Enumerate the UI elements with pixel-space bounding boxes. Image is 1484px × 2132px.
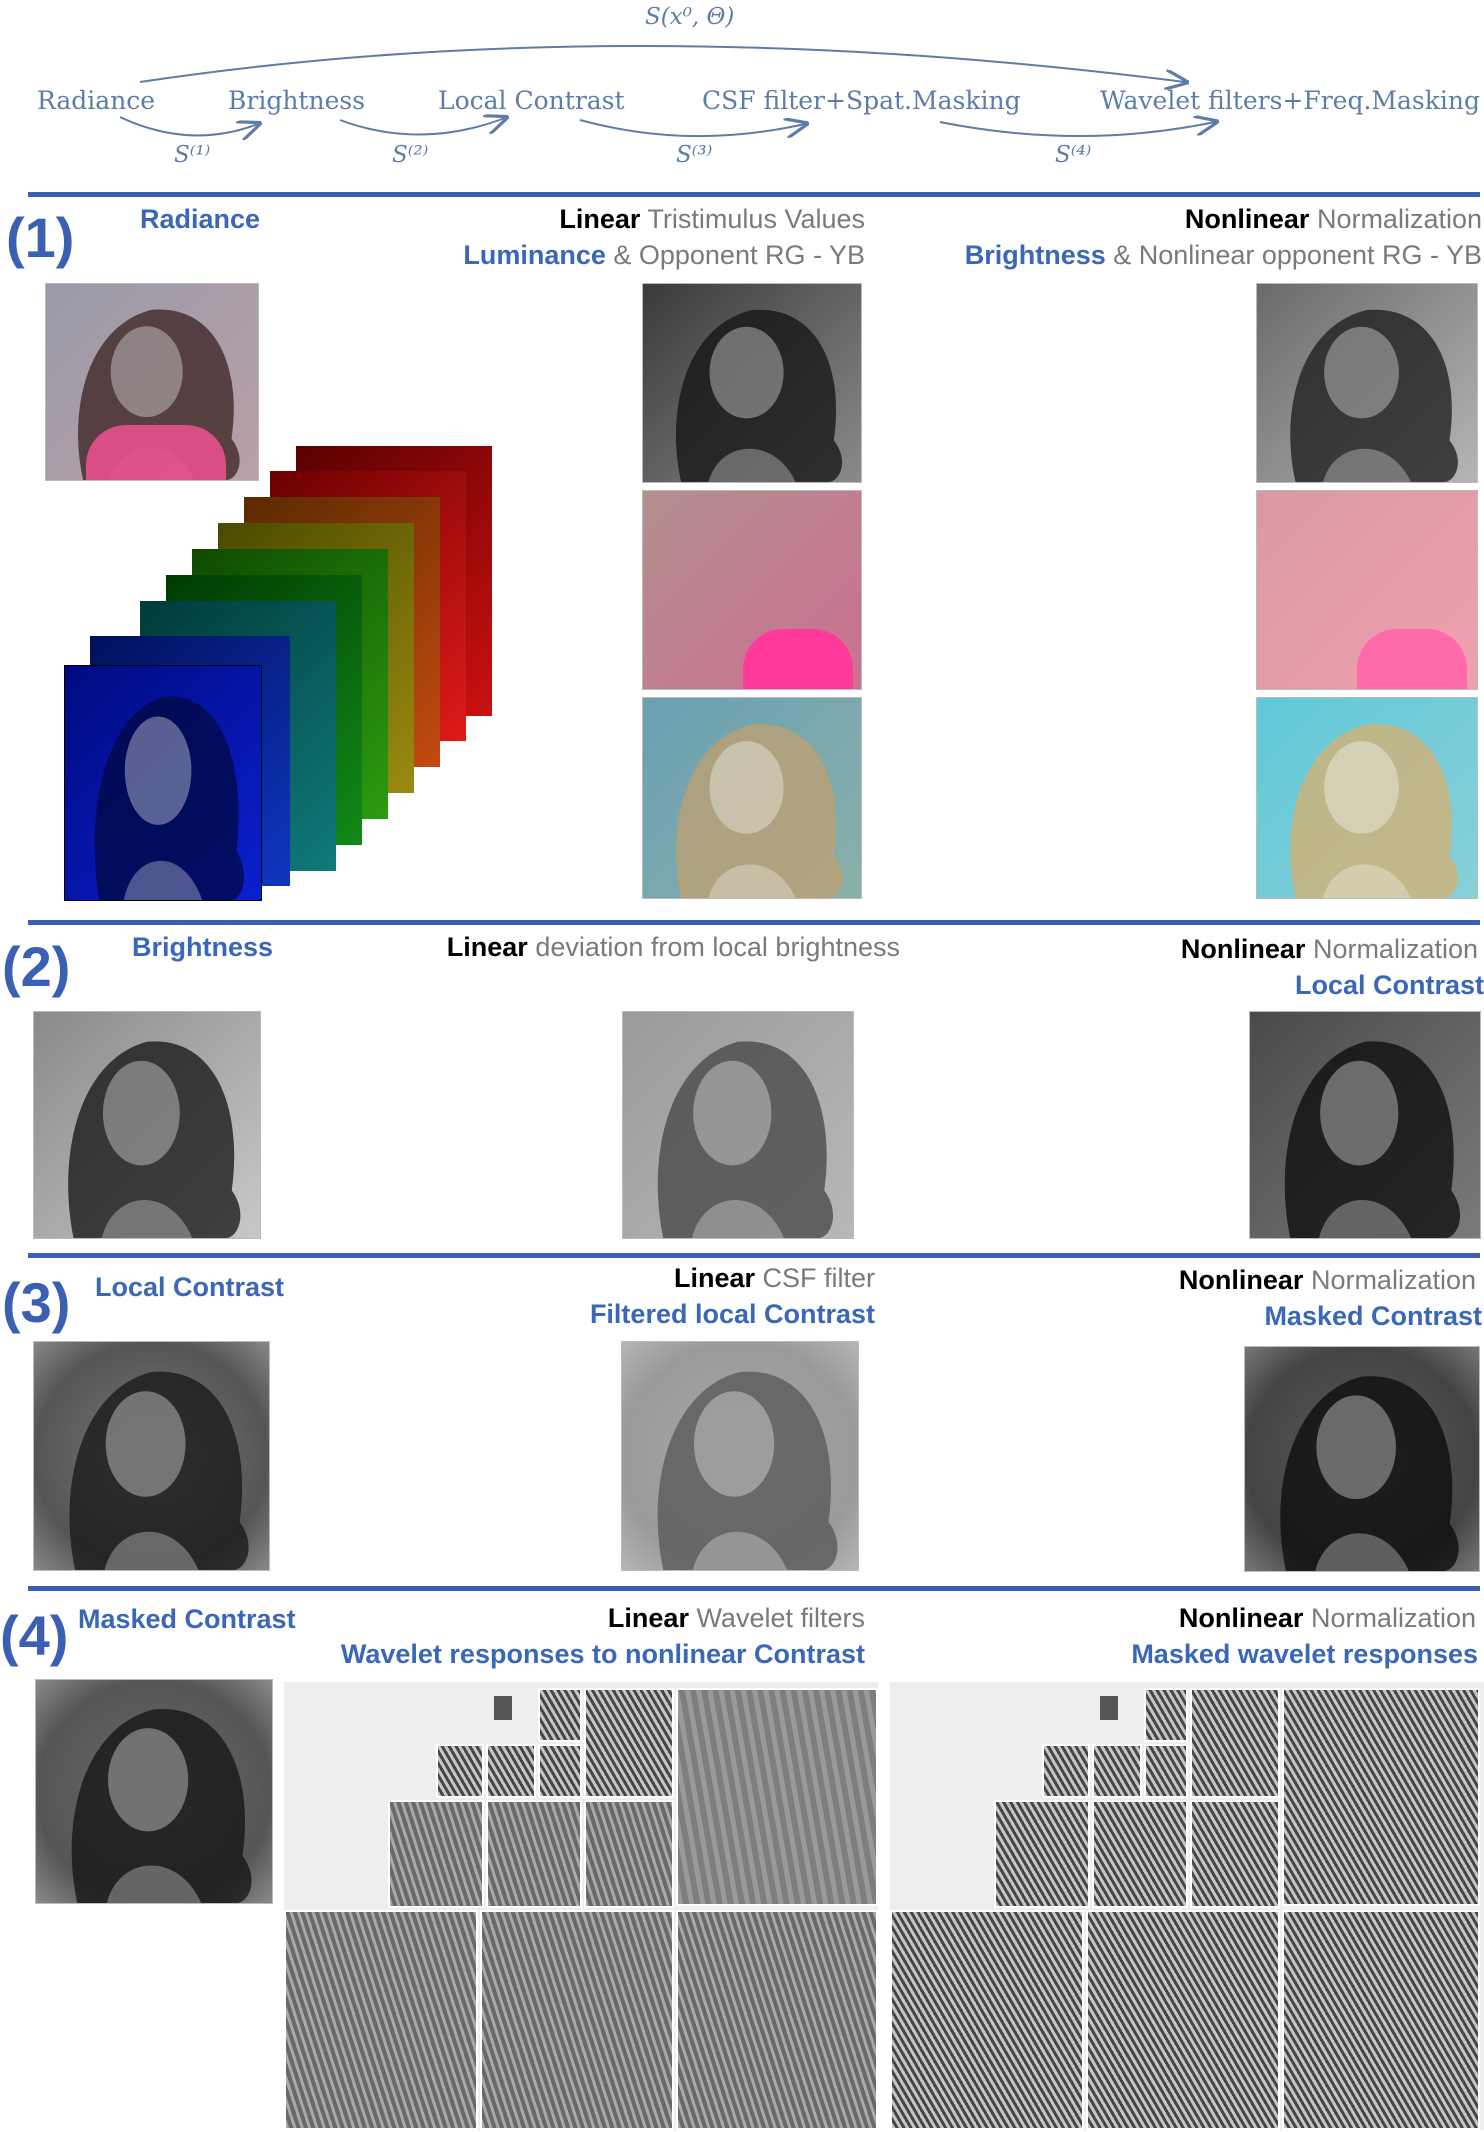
arc-s2: [340, 118, 505, 135]
section-2-linear-header: Linear deviation from local brightness: [420, 932, 900, 963]
op-s3: S⁽³⁾: [676, 142, 712, 168]
global-operator: S(x⁰, Θ): [645, 4, 734, 30]
arc-s4: [940, 122, 1215, 136]
section-2-linear-image: [622, 1011, 854, 1239]
section-4-number: (4): [0, 1603, 68, 1668]
section-1-nonlinear-header: Nonlinear Normalization: [960, 204, 1482, 235]
section-3-nonlinear-subheader: Masked Contrast: [1000, 1301, 1482, 1332]
section-2-nonlinear-header: Nonlinear Normalization: [1000, 934, 1478, 965]
wavelet-band-scale1-h: [284, 1910, 478, 2130]
opponent-yb-image: [642, 697, 862, 899]
wavelet-band-scale2-h: [388, 1800, 484, 1908]
wavelet-band-scale3-dd: [538, 1744, 582, 1798]
wavelet-band-scale3-v: [486, 1744, 536, 1798]
section-3-input-title: Local Contrast: [95, 1272, 284, 1303]
radiance-color-image: [45, 283, 259, 481]
masked-band-scale1-d: [1282, 1910, 1480, 2130]
arc-s1: [120, 117, 258, 135]
section-1-divider: [28, 192, 1480, 197]
stage-wavelet: Wavelet filters+Freq.Masking: [1100, 86, 1480, 115]
section-3-linear-header: Linear CSF filter: [420, 1263, 875, 1294]
wavelet-band-scale2-v: [486, 1800, 582, 1908]
wavelet-band-scale2-dd: [584, 1800, 674, 1908]
nonlinear-rg-image: [1256, 490, 1478, 690]
masked-band-scale2-dd: [1190, 1800, 1280, 1908]
global-arc: [140, 46, 1185, 82]
masked-lowpass: [1100, 1696, 1118, 1720]
section-2-input-image: [33, 1011, 261, 1239]
wavelet-linear-panel: [284, 1682, 878, 2130]
nonlinear-yb-image: [1256, 697, 1478, 899]
wavelet-band-scale3-d: [584, 1688, 674, 1798]
wavelet-band-scale2-d: [676, 1688, 878, 1906]
masked-band-scale3-v: [1092, 1744, 1142, 1798]
section-1-linear-header: Linear Tristimulus Values: [430, 204, 865, 235]
section-1-linear-subheader: Luminance & Opponent RG - YB: [430, 240, 865, 271]
opponent-rg-image: [642, 490, 862, 690]
section-3-nonlinear-image: [1244, 1346, 1480, 1572]
arc-s3: [580, 120, 805, 136]
brightness-image: [1256, 283, 1478, 483]
masked-band-scale1-v: [1086, 1910, 1280, 2130]
masked-band-scale2-h: [994, 1800, 1090, 1908]
wavelet-band-scale4: [538, 1688, 582, 1742]
section-1-number: (1): [6, 205, 74, 270]
section-4-nonlinear-header: Nonlinear Normalization: [1000, 1603, 1476, 1634]
section-4-input-image: [35, 1679, 273, 1904]
masked-band-scale3-d: [1190, 1688, 1280, 1798]
spectral-layer-0: [64, 665, 262, 901]
masked-band-scale1-h: [890, 1910, 1084, 2130]
section-2-number: (2): [2, 934, 70, 999]
stage-csf: CSF filter+Spat.Masking: [702, 86, 1021, 115]
op-s1: S⁽¹⁾: [174, 142, 210, 168]
stage-brightness: Brightness: [228, 86, 365, 115]
section-4-linear-subheader: Wavelet responses to nonlinear Contrast: [300, 1639, 865, 1670]
section-4-nonlinear-subheader: Masked wavelet responses: [1000, 1639, 1478, 1670]
masked-band-scale2-d: [1282, 1688, 1480, 1906]
op-s2: S⁽²⁾: [392, 142, 428, 168]
section-1-nonlinear-subheader: Brightness & Nonlinear opponent RG - YB: [960, 240, 1482, 271]
op-s4: S⁽⁴⁾: [1055, 142, 1091, 168]
wavelet-band-scale3-h: [436, 1744, 484, 1798]
section-3-linear-subheader: Filtered local Contrast: [420, 1299, 875, 1330]
section-2-nonlinear-image: [1249, 1011, 1481, 1239]
luminance-image: [642, 283, 862, 483]
stage-radiance: Radiance: [37, 86, 155, 115]
wavelet-nonlinear-panel: [890, 1682, 1484, 2130]
section-2-divider: [28, 920, 1480, 925]
section-4-linear-header: Linear Wavelet filters: [300, 1603, 865, 1634]
section-2-input-title: Brightness: [132, 932, 273, 963]
stage-local-contrast: Local Contrast: [438, 86, 625, 115]
section-3-linear-image: [621, 1341, 859, 1571]
wavelet-lowpass: [494, 1696, 512, 1720]
section-3-nonlinear-header: Nonlinear Normalization: [1000, 1265, 1476, 1296]
section-1-input-title: Radiance: [140, 204, 260, 235]
masked-band-scale3-dd: [1144, 1744, 1188, 1798]
section-2-nonlinear-subheader: Local Contrast: [1000, 970, 1484, 1001]
wavelet-band-scale1-d: [676, 1910, 878, 2130]
section-4-divider: [28, 1586, 1480, 1591]
masked-band-scale4: [1144, 1688, 1188, 1742]
section-3-divider: [28, 1253, 1480, 1258]
section-3-input-image: [33, 1341, 270, 1571]
wavelet-band-scale1-v: [480, 1910, 674, 2130]
masked-band-scale3-h: [1042, 1744, 1090, 1798]
section-3-number: (3): [2, 1270, 70, 1335]
masked-band-scale2-v: [1092, 1800, 1188, 1908]
section-4-input-title: Masked Contrast: [78, 1604, 296, 1635]
